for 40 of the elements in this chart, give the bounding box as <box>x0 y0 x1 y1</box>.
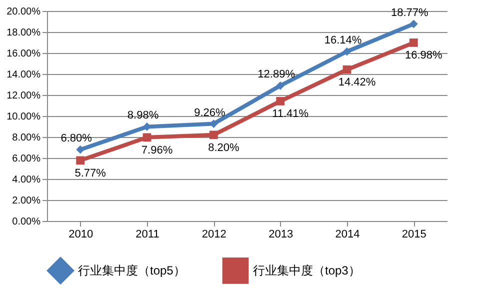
x-tick-label: 2011 <box>136 228 160 240</box>
y-tick-label: 0.00% <box>12 216 41 228</box>
data-label: 16.98% <box>405 50 443 62</box>
x-tick-label: 2014 <box>335 228 360 240</box>
point <box>276 97 285 106</box>
y-tick-label: 16.00% <box>6 48 41 60</box>
y-tick-label: 20.00% <box>6 6 41 18</box>
y-tick-label: 12.00% <box>6 90 41 102</box>
legend-label: 行业集中度（top3） <box>253 264 360 278</box>
x-tick-label: 2015 <box>402 228 426 240</box>
y-tick-label: 10.00% <box>6 112 41 122</box>
y-tick-label: 8.00% <box>12 132 41 144</box>
data-label: 7.96% <box>141 144 173 156</box>
x-tick-label: 2012 <box>202 228 226 240</box>
x-tick-label: 2013 <box>268 228 294 240</box>
data-label: 11.41% <box>272 108 309 120</box>
legend-label: 行业集中度（top5） <box>78 264 186 278</box>
data-label: 12.89% <box>258 68 296 81</box>
data-label: 14.42% <box>338 76 376 89</box>
point <box>409 20 418 28</box>
data-label: 18.77% <box>391 6 429 19</box>
point <box>342 65 352 74</box>
data-label: 5.77% <box>74 167 106 180</box>
y-tick-label: 6.00% <box>12 154 41 164</box>
y-tick-label: 4.00% <box>12 174 41 186</box>
x-tick-label: 2010 <box>68 228 94 240</box>
data-label: 6.80% <box>60 132 92 145</box>
data-label: 9.26% <box>194 106 226 119</box>
point <box>209 130 218 140</box>
y-tick-label: 14.00% <box>6 70 41 80</box>
data-label: 16.14% <box>324 34 362 47</box>
data-label: 8.98% <box>127 110 159 122</box>
point <box>76 156 85 165</box>
point <box>342 47 352 56</box>
data-label: 8.20% <box>208 142 240 154</box>
y-tick-label: 2.00% <box>12 196 41 206</box>
point <box>276 81 285 90</box>
point <box>409 38 418 47</box>
y-tick-label: 18.00% <box>6 28 41 38</box>
point <box>142 133 152 142</box>
